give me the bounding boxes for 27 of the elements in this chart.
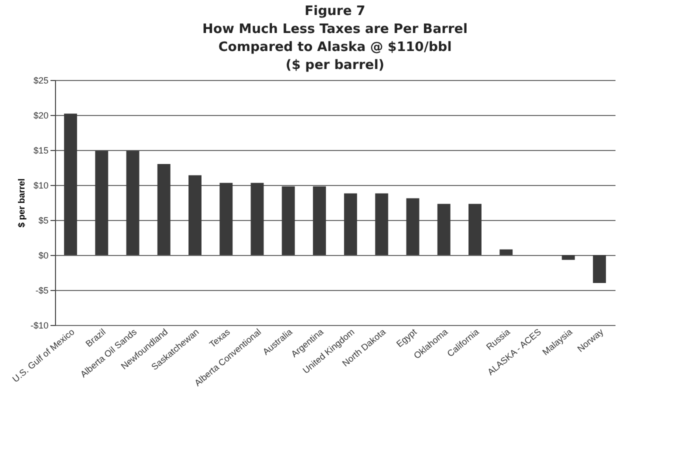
bar [344, 193, 358, 255]
chart-title: Figure 7 How Much Less Taxes are Per Barrel Compared to Alaska @ $110/bbl ($ per barrel) [202, 4, 468, 73]
bar [64, 114, 78, 255]
bar [312, 186, 326, 255]
y-tick-label: $15 [33, 146, 48, 156]
bar [126, 150, 140, 255]
y-tick-label: $10 [33, 180, 48, 190]
bar [375, 193, 388, 255]
bar [157, 164, 170, 255]
y-tick-label: -$10 [30, 320, 48, 330]
bar [562, 255, 575, 260]
bar [406, 198, 420, 255]
y-tick-label: $5 [38, 216, 48, 226]
bar [437, 204, 450, 255]
bar [250, 182, 264, 255]
bar [468, 204, 482, 255]
bar [500, 249, 513, 255]
bar [592, 255, 606, 283]
y-axis-title: $ per barrel [16, 178, 26, 228]
bar [282, 186, 295, 255]
y-tick-label: $0 [38, 250, 48, 260]
y-tick-label: $25 [33, 76, 48, 86]
bar [95, 150, 108, 255]
bar [220, 182, 233, 255]
y-tick-label: -$5 [35, 286, 48, 296]
bar [188, 175, 202, 255]
y-tick-label: $20 [33, 110, 48, 120]
